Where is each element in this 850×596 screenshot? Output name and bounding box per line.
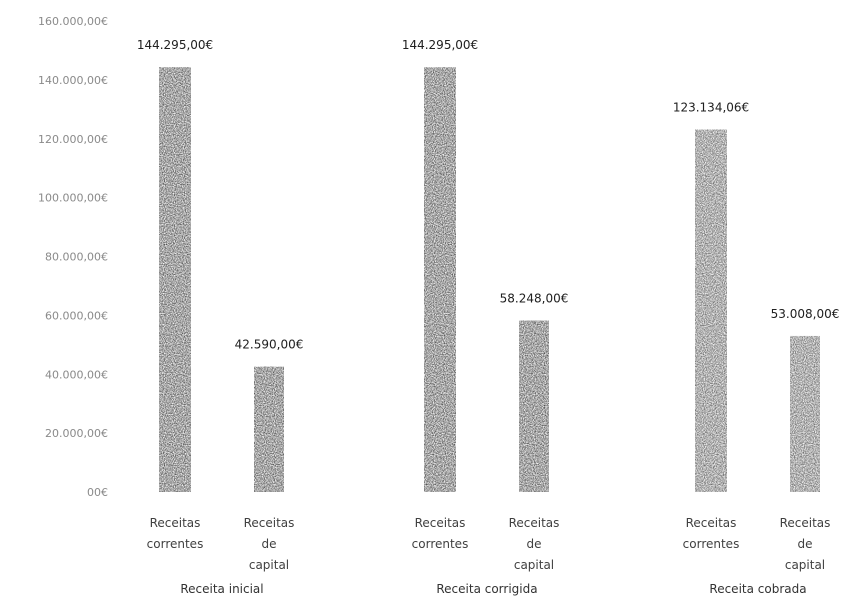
- x-axis: Receitas correntes Receitas de capital Receit…: [147, 516, 831, 596]
- bar: [159, 67, 191, 492]
- bar-data-label: 123.134,06€: [673, 101, 749, 115]
- x-category-label: Receitas de capital: [244, 516, 295, 572]
- x-group-label: Receita corrigida: [436, 582, 537, 596]
- y-tick-label: 40.000,00€: [45, 368, 108, 381]
- x-category-label: Receitas de capital: [780, 516, 831, 572]
- bar-data-label: 144.295,00€: [137, 38, 213, 52]
- bar: [790, 335, 820, 492]
- y-tick-label: 160.000,00€: [38, 15, 108, 28]
- bars: [159, 67, 820, 492]
- x-group-label: Receita inicial: [180, 582, 263, 596]
- bar-data-label: 42.590,00€: [235, 338, 304, 352]
- bar: [519, 320, 549, 492]
- x-group-label: Receita cobrada: [709, 582, 806, 596]
- bar-data-label: 144.295,00€: [402, 38, 478, 52]
- y-tick-label: 20.000,00€: [45, 427, 108, 440]
- y-tick-label: 00€: [87, 486, 108, 499]
- x-category-label: Receitas de capital: [509, 516, 560, 572]
- bar-data-label: 53.008,00€: [771, 307, 840, 321]
- bar: [254, 366, 284, 492]
- y-tick-label: 100.000,00€: [38, 192, 108, 205]
- y-tick-label: 140.000,00€: [38, 74, 108, 87]
- x-category-label: Receitas correntes: [683, 516, 740, 551]
- bar: [695, 129, 727, 492]
- data-labels: 144.295,00€ 42.590,00€ 144.295,00€ 58.248,0…: [137, 38, 840, 351]
- y-tick-label: 80.000,00€: [45, 251, 108, 264]
- x-category-label: Receitas correntes: [412, 516, 469, 551]
- y-axis: 00€ 20.000,00€ 40.000,00€ 60.000,00€ 80.000,…: [38, 15, 108, 499]
- x-category-label: Receitas correntes: [147, 516, 204, 551]
- y-tick-label: 120.000,00€: [38, 133, 108, 146]
- bar-data-label: 58.248,00€: [500, 292, 569, 306]
- y-tick-label: 60.000,00€: [45, 309, 108, 322]
- bar: [424, 67, 456, 492]
